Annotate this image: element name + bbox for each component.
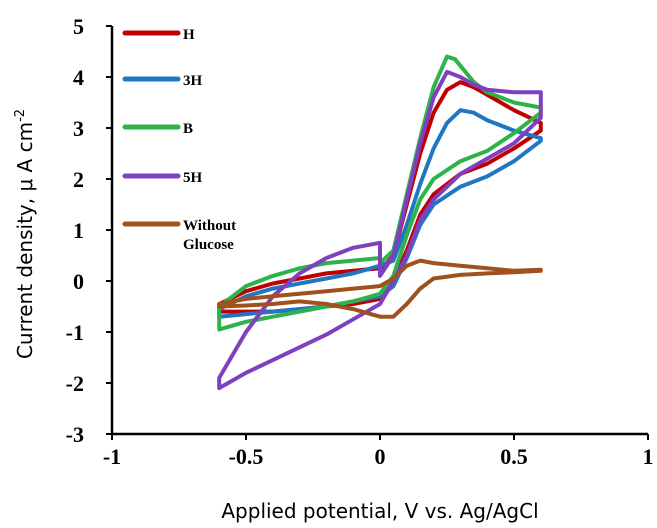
x-tick-label: -1: [103, 444, 121, 469]
y-tick-label: 4: [73, 65, 84, 90]
y-axis-label: Current density, μ A cm-2: [13, 109, 37, 359]
legend-label-0: H: [183, 27, 195, 43]
x-tick-label: -0.5: [229, 444, 264, 469]
series-line-3: [217, 69, 543, 391]
series-line-4: [217, 258, 543, 319]
x-tick-label: 1: [643, 444, 654, 469]
x-tick-label: 0.5: [500, 444, 528, 469]
legend-label-4: Glucose: [183, 237, 234, 253]
axes: [106, 25, 649, 440]
y-tick-label: 3: [73, 116, 84, 141]
y-axis-label-superscript: -2: [13, 109, 28, 122]
legend: H 3H B 5H Without Glucose: [122, 27, 236, 253]
y-tick-label: -2: [66, 371, 84, 396]
y-tick-label: 0: [73, 269, 84, 294]
y-tick-label: 2: [73, 167, 84, 192]
plot-area: [217, 54, 543, 391]
y-tick-label: -3: [66, 422, 84, 447]
legend-label-3: 5H: [183, 170, 203, 186]
tick-labels: -3 -2 -1 0 1 2 3 4 5 -1 -0.5 0 0.5 1: [66, 14, 654, 469]
series-line-2: [217, 54, 543, 332]
legend-label-2: B: [183, 121, 193, 137]
x-axis-label: Applied potential, V vs. Ag/AgCl: [221, 499, 538, 523]
legend-label-1: 3H: [183, 73, 203, 89]
y-tick-label: -1: [66, 320, 84, 345]
y-tick-label: 5: [73, 14, 84, 39]
y-axis-label-main: Current density, μ A cm: [13, 122, 37, 359]
y-tick-label: 1: [73, 218, 84, 243]
x-tick-label: 0: [375, 444, 386, 469]
legend-label-4: Without: [183, 218, 236, 234]
